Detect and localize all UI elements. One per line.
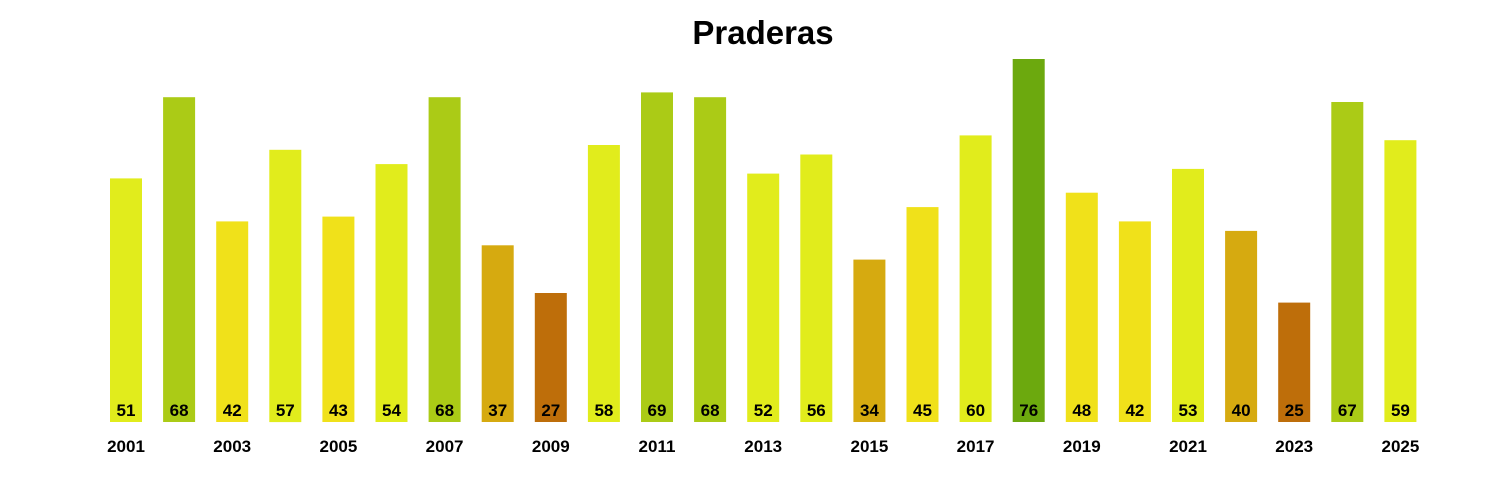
x-tick-label-2011: 2011 xyxy=(639,437,676,456)
bar-2013 xyxy=(747,173,780,422)
bar-2017 xyxy=(959,135,992,422)
data-label-2023: 25 xyxy=(1285,401,1304,420)
x-tick-label-2001: 2001 xyxy=(107,437,145,456)
bar-2007 xyxy=(428,97,461,422)
x-tick-label-2003: 2003 xyxy=(213,437,251,456)
bar-2023 xyxy=(1278,302,1311,422)
bar-2021 xyxy=(1172,168,1204,422)
data-label-2007: 68 xyxy=(435,401,454,420)
data-label-2003: 42 xyxy=(223,401,242,420)
bar-2025 xyxy=(1384,140,1417,422)
data-label-2005: 43 xyxy=(329,401,348,420)
data-label-2012: 68 xyxy=(701,401,720,420)
bar-2005 xyxy=(322,216,355,422)
bar-2014 xyxy=(800,154,833,422)
data-label-2015: 34 xyxy=(860,401,879,420)
data-label-2024: 67 xyxy=(1338,401,1357,420)
data-label-2016: 45 xyxy=(913,401,932,420)
bar-2016 xyxy=(906,207,939,422)
bar-2008 xyxy=(481,245,514,422)
data-label-2001: 51 xyxy=(117,401,136,420)
x-axis-tick-labels: 2001 2003 2005 2007 2009 2011 2013 2015 2017 2019… xyxy=(107,437,1419,456)
bar-2024 xyxy=(1331,102,1364,422)
data-label-2022: 40 xyxy=(1232,401,1251,420)
bar-2020 xyxy=(1118,221,1151,422)
data-label-2002: 68 xyxy=(170,401,189,420)
data-label-2017: 60 xyxy=(966,401,985,420)
bar-2015 xyxy=(853,259,886,422)
data-label-2020: 42 xyxy=(1125,401,1144,420)
x-tick-label-2015: 2015 xyxy=(850,437,888,456)
bar-2006 xyxy=(375,164,408,422)
bars-group xyxy=(110,59,1417,423)
data-label-2014: 56 xyxy=(807,401,826,420)
data-label-2011: 69 xyxy=(648,401,667,420)
bar-2022 xyxy=(1225,230,1258,422)
data-label-2018: 76 xyxy=(1019,401,1038,420)
x-tick-label-2013: 2013 xyxy=(744,437,782,456)
bar-2002 xyxy=(163,97,196,422)
data-label-2009: 27 xyxy=(541,401,560,420)
bar-2018 xyxy=(1012,59,1045,422)
x-tick-label-2009: 2009 xyxy=(532,437,570,456)
bar-2001 xyxy=(110,178,142,422)
x-tick-label-2017: 2017 xyxy=(957,437,995,456)
data-label-2019: 48 xyxy=(1072,401,1091,420)
bar-2019 xyxy=(1065,192,1098,422)
x-tick-label-2023: 2023 xyxy=(1275,437,1313,456)
chart-title: Praderas xyxy=(692,14,833,51)
bar-2004 xyxy=(269,149,302,423)
data-label-2004: 57 xyxy=(276,401,295,420)
data-label-2013: 52 xyxy=(754,401,773,420)
x-tick-label-2019: 2019 xyxy=(1063,437,1101,456)
bar-2012 xyxy=(694,97,727,422)
x-tick-label-2025: 2025 xyxy=(1381,437,1419,456)
x-tick-label-2021: 2021 xyxy=(1169,437,1207,456)
x-tick-label-2007: 2007 xyxy=(426,437,464,456)
data-labels-group: 51 68 42 57 43 54 68 37 27 58 69 68 52 56 34 45 60 76 48 42… xyxy=(117,401,1410,420)
data-label-2021: 53 xyxy=(1179,401,1198,420)
data-label-2006: 54 xyxy=(382,401,401,420)
data-label-2025: 59 xyxy=(1391,401,1410,420)
bar-2009 xyxy=(534,293,567,422)
x-tick-label-2005: 2005 xyxy=(319,437,357,456)
bar-2011 xyxy=(641,92,673,423)
bar-2003 xyxy=(216,221,249,422)
data-label-2010: 58 xyxy=(594,401,613,420)
data-label-2008: 37 xyxy=(488,401,507,420)
bar-2010 xyxy=(587,145,620,422)
